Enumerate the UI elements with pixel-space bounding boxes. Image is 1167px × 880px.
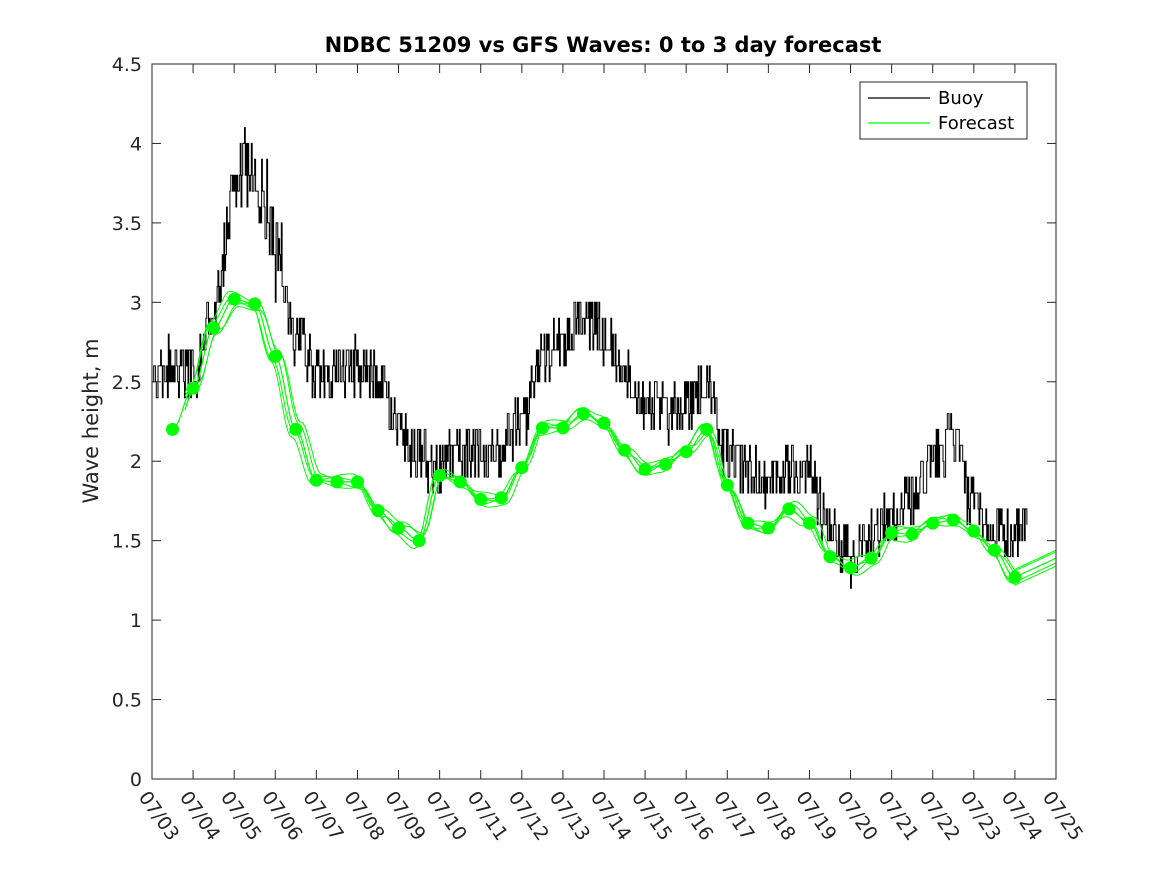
x-tick-label: 07/21 <box>874 787 923 844</box>
plot-area <box>152 127 1057 589</box>
x-tick-label: 07/19 <box>791 787 840 844</box>
forecast-marker <box>803 516 816 530</box>
forecast-marker <box>638 462 652 476</box>
x-tick-label: 07/15 <box>627 787 676 844</box>
forecast-marker <box>351 475 364 489</box>
forecast-marker <box>823 550 837 564</box>
forecast-marker <box>166 422 179 436</box>
y-tick-label: 2.5 <box>112 372 142 394</box>
forecast-marker <box>248 297 262 311</box>
x-tick-label: 07/03 <box>134 787 183 844</box>
y-tick-label: 1 <box>130 610 142 632</box>
forecast-marker <box>433 469 447 482</box>
x-tick-label: 07/17 <box>709 787 758 844</box>
forecast-marker <box>535 421 549 435</box>
forecast-marker <box>556 421 570 435</box>
forecast-marker <box>474 492 488 506</box>
forecast-marker <box>186 381 200 395</box>
forecast-marker <box>844 561 857 575</box>
y-tick-label: 3 <box>130 292 142 314</box>
forecast-marker <box>1008 570 1022 584</box>
forecast-marker <box>987 543 1001 557</box>
forecast-marker <box>679 445 693 459</box>
chart-title: NDBC 51209 vs GFS Waves: 0 to 3 day fore… <box>325 33 882 57</box>
forecast-marker <box>268 349 282 363</box>
x-tick-label: 07/16 <box>668 787 717 844</box>
x-tick-label: 07/23 <box>956 787 1005 844</box>
x-tick-label: 07/20 <box>832 787 881 844</box>
forecast-marker <box>309 473 323 487</box>
forecast-marker <box>207 321 221 335</box>
x-tick-label: 07/12 <box>504 787 553 844</box>
x-tick-label: 07/09 <box>380 787 429 844</box>
x-tick-label: 07/22 <box>915 787 964 844</box>
forecast-marker <box>412 534 426 548</box>
forecast-marker <box>453 475 467 489</box>
forecast-marker <box>926 516 940 530</box>
forecast-marker <box>720 478 734 492</box>
legend-label-buoy: Buoy <box>938 88 984 109</box>
legend-label-forecast: Forecast <box>938 113 1014 134</box>
forecast-marker <box>597 416 611 430</box>
forecast-marker <box>289 422 303 436</box>
x-tick-label: 07/14 <box>586 787 635 844</box>
x-tick-label: 07/05 <box>216 787 265 844</box>
y-tick-label: 1.5 <box>112 531 142 553</box>
forecast-marker <box>659 457 673 471</box>
forecast-marker <box>618 443 631 457</box>
x-tick-label: 07/06 <box>257 787 306 844</box>
forecast-marker <box>577 407 590 421</box>
forecast-marker <box>967 524 981 538</box>
x-tick-label: 07/04 <box>175 787 224 844</box>
x-tick-label: 07/08 <box>339 787 388 844</box>
buoy-line <box>152 127 1028 589</box>
forecast-marker <box>494 491 508 505</box>
forecast-marker <box>946 513 960 527</box>
forecast-line-5 <box>184 290 1057 585</box>
forecast-marker <box>782 502 796 516</box>
x-tick-label: 07/11 <box>463 787 512 844</box>
forecast-marker <box>741 516 755 530</box>
y-tick-label: 4 <box>130 133 142 155</box>
x-tick-label: 07/07 <box>298 787 347 844</box>
y-tick-label: 0 <box>130 769 142 791</box>
forecast-marker <box>227 292 241 306</box>
forecast-line-2 <box>184 302 1057 574</box>
axes: 0 0.5 1 1.5 2 2.5 3 3.5 4 4.5 07/0307/0407/0507/06… <box>112 54 1088 845</box>
legend-box <box>859 81 1028 140</box>
forecast-marker <box>515 461 529 475</box>
x-tick-label: 07/24 <box>997 787 1046 844</box>
x-tick-label: 07/13 <box>545 787 594 844</box>
forecast-marker <box>885 526 899 540</box>
x-tick-label: 07/25 <box>1038 787 1087 844</box>
forecast-marker <box>905 527 919 541</box>
forecast-marker <box>700 422 714 436</box>
forecast-marker <box>330 475 344 489</box>
x-tick-label: 07/10 <box>422 787 471 844</box>
x-tick-label: 07/18 <box>750 787 799 844</box>
y-tick-label: 3.5 <box>112 213 142 235</box>
forecast-line-3 <box>184 297 1057 583</box>
y-tick-label: 2 <box>130 451 142 473</box>
y-tick-label: 0.5 <box>112 690 142 712</box>
legend: Buoy Forecast <box>859 81 1028 140</box>
forecast-marker <box>371 504 385 517</box>
forecast-marker <box>864 551 878 565</box>
y-axis-label: Wave height, m <box>79 338 103 503</box>
y-tick-label: 4.5 <box>112 54 142 76</box>
forecast-marker <box>761 521 775 535</box>
forecast-marker <box>392 521 405 535</box>
